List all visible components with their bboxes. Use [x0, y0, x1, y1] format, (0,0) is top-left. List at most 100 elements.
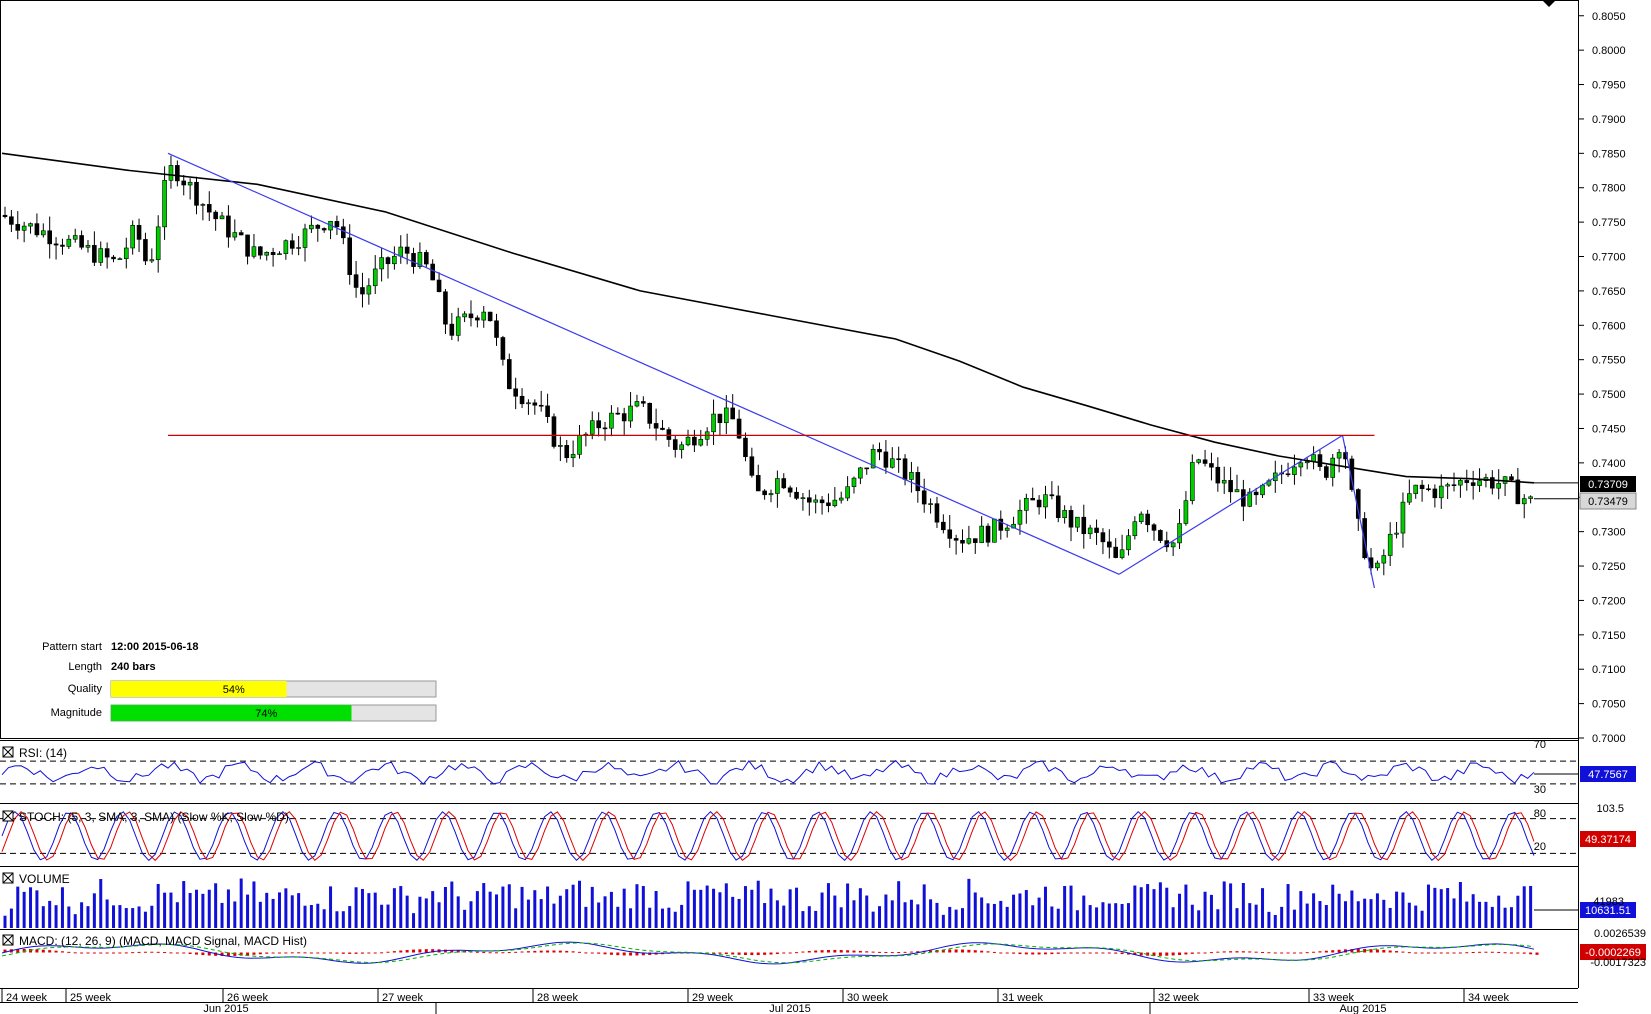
volume-bar [724, 883, 728, 928]
volume-bar [897, 881, 901, 928]
candle-body [1253, 491, 1259, 496]
volume-bar [16, 886, 20, 928]
candle-body [1336, 452, 1342, 459]
candle-body [1075, 516, 1080, 528]
candle-body [717, 413, 723, 424]
macd-hist-bar [1356, 948, 1360, 953]
candle-body [960, 539, 965, 544]
macd-value-label: -0.0002269 [1585, 947, 1641, 959]
macd-hist-bar [1267, 952, 1271, 954]
macd-hist-bar [360, 952, 364, 954]
price-axis-label: 0.7650 [1592, 286, 1626, 298]
candle-body [1451, 484, 1457, 487]
volume-bar [131, 908, 135, 928]
volume-bar [941, 914, 945, 928]
macd-hist-bar [1452, 952, 1456, 954]
volume-bar [1082, 895, 1086, 928]
volume-bar [539, 899, 543, 928]
macd-hist-bar [1197, 952, 1201, 954]
candle-body [423, 252, 429, 265]
candle-body [864, 467, 870, 470]
week-label: 34 week [1468, 992, 1509, 1004]
candle-body [877, 448, 882, 453]
macd-hist-bar [609, 952, 613, 955]
candle-body [602, 427, 608, 430]
price-axis-label: 0.7550 [1592, 355, 1626, 367]
macd-hist-bar [1216, 951, 1220, 953]
macd-hist-bar [1529, 952, 1533, 955]
volume-bar [552, 903, 556, 928]
macd-hist-bar [373, 952, 377, 954]
macd-hist-bar [3, 949, 7, 953]
macd-hist-bar [1497, 951, 1501, 953]
macd-hist-bar [41, 949, 45, 953]
macd-hist-bar [852, 950, 856, 953]
candle-body [341, 226, 346, 239]
volume-bar [1241, 883, 1245, 928]
volume-bar [1331, 884, 1335, 928]
candle-body [296, 247, 301, 249]
volume-bar [871, 911, 875, 928]
volume-bar [571, 884, 575, 928]
macd-hist-bar [743, 952, 747, 955]
candle-body [1043, 494, 1048, 508]
rsi-value-label: 47.7567 [1588, 769, 1628, 781]
volume-bar [1280, 906, 1284, 928]
macd-hist-bar [1101, 952, 1105, 954]
candle-body [558, 445, 563, 447]
macd-hist-bar [629, 952, 633, 956]
candle-body [615, 412, 621, 415]
week-label: 31 week [1002, 992, 1043, 1004]
price-axis-label: 0.7300 [1592, 527, 1626, 539]
volume-bar [290, 895, 294, 928]
macd-hist-bar [916, 951, 920, 953]
price-axis-label: 0.7800 [1592, 183, 1626, 195]
volume-bar [1382, 899, 1386, 928]
candle-body [577, 435, 582, 455]
volume-bar [890, 900, 894, 928]
candle-body [40, 230, 46, 236]
macd-hist-bar [941, 949, 945, 953]
rsi-value-box [1580, 766, 1636, 782]
rsi-title-text: RSI: (14) [19, 746, 67, 760]
volume-bar [833, 895, 837, 928]
candle-body [34, 223, 40, 236]
candle-body [136, 225, 142, 240]
macd-hist-bar [1414, 952, 1418, 954]
price-axis-label: 0.7850 [1592, 148, 1626, 160]
volume-bar [182, 881, 186, 928]
volume-bar [271, 898, 275, 928]
macd-hist-bar [1114, 952, 1118, 954]
macd-hist-bar [482, 952, 486, 954]
candle-body [289, 240, 295, 249]
macd-hist-bar [137, 951, 141, 953]
week-label: 30 week [847, 992, 888, 1004]
macd-hist-bar [1337, 949, 1341, 953]
candle-body [1438, 485, 1444, 499]
price-axis-label: 0.7400 [1592, 458, 1626, 470]
macd-hist-bar [124, 952, 128, 954]
volume-bar [1005, 906, 1009, 928]
macd-hist-bar [488, 952, 492, 954]
price-axis-label: 0.7150 [1592, 630, 1626, 642]
macd-hist-bar [909, 951, 913, 953]
macd-hist-bar [348, 952, 352, 954]
volume-bar [367, 893, 371, 928]
macd-hist-bar [1490, 951, 1494, 953]
candle-body [251, 246, 257, 257]
volume-bar [469, 901, 473, 928]
volume-bar [29, 887, 33, 928]
rsi-level-30: 30 [1534, 784, 1546, 796]
macd-hist-bar [948, 949, 952, 953]
macd-hist-bar [622, 952, 626, 956]
macd-hist-bar [865, 951, 869, 953]
macd-hist-bar [635, 952, 639, 956]
candle-body [219, 215, 225, 220]
volume-bar [992, 903, 996, 928]
volume-bar [214, 883, 218, 928]
volume-bar [1107, 903, 1111, 928]
quality-bar-fill [111, 681, 287, 697]
volume-bar [316, 903, 320, 928]
volume-bar [1344, 901, 1347, 928]
scroll-marker-icon[interactable] [1542, 0, 1556, 7]
